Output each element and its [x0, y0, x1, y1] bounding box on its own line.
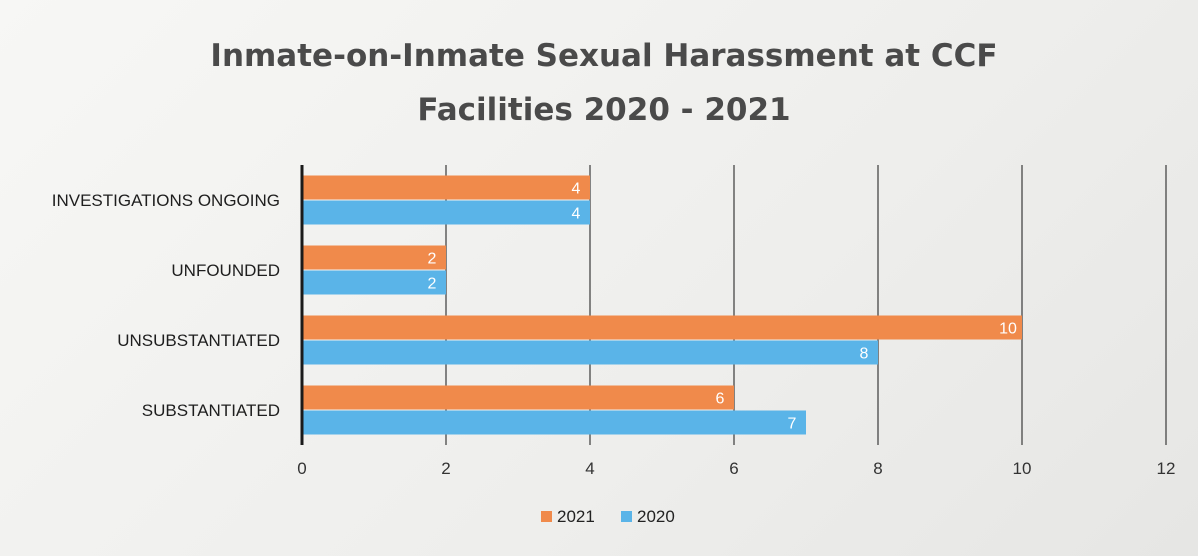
- bar-2021-unfounded: [303, 245, 446, 270]
- x-tick-label-8: 8: [873, 459, 882, 478]
- bar-2021-unsubstantiated: [303, 315, 1022, 340]
- bar-2020-substantiated: [303, 410, 806, 435]
- x-axis-ticks: 0 2 4 6 8 10 12: [297, 459, 1175, 478]
- x-tick-label-6: 6: [729, 459, 738, 478]
- x-tick-label-2: 2: [441, 459, 450, 478]
- bars: 4 4 2 2 10 8 6 7: [303, 175, 1022, 435]
- data-label-2021-substantiated: 6: [716, 391, 725, 408]
- legend-swatch-2020: [621, 511, 632, 522]
- x-tick-label-4: 4: [585, 459, 594, 478]
- chart-title-line-2: Facilities 2020 - 2021: [417, 92, 790, 128]
- data-label-2020-unfounded: 2: [428, 276, 437, 293]
- chart-title-line-1: Inmate-on-Inmate Sexual Harassment at CC…: [210, 38, 997, 74]
- legend: 2021 2020: [541, 507, 675, 526]
- data-label-2020-unsubstantiated: 8: [860, 346, 869, 363]
- data-label-2021-investigations-ongoing: 4: [572, 181, 581, 198]
- bar-2020-unfounded: [303, 270, 446, 295]
- bar-2021-investigations-ongoing: [303, 175, 590, 200]
- x-tick-label-10: 10: [1013, 459, 1032, 478]
- category-label-substantiated: SUBSTANTIATED: [142, 401, 280, 420]
- bar-2020-unsubstantiated: [303, 340, 878, 365]
- legend-swatch-2021: [541, 511, 552, 522]
- category-label-investigations-ongoing: INVESTIGATIONS ONGOING: [52, 191, 280, 210]
- data-label-2020-investigations-ongoing: 4: [572, 206, 581, 223]
- x-tick-label-12: 12: [1157, 459, 1176, 478]
- legend-label-2020: 2020: [637, 507, 675, 526]
- x-tick-label-0: 0: [297, 459, 306, 478]
- data-label-2020-substantiated: 7: [788, 416, 797, 433]
- category-label-unsubstantiated: UNSUBSTANTIATED: [117, 331, 280, 350]
- category-labels: INVESTIGATIONS ONGOING UNFOUNDED UNSUBSTAN…: [52, 191, 280, 420]
- data-label-2021-unfounded: 2: [428, 251, 437, 268]
- bar-2021-substantiated: [303, 385, 734, 410]
- category-label-unfounded: UNFOUNDED: [171, 261, 280, 280]
- legend-label-2021: 2021: [557, 507, 595, 526]
- data-label-2021-unsubstantiated: 10: [999, 321, 1017, 338]
- bar-2020-investigations-ongoing: [303, 200, 590, 225]
